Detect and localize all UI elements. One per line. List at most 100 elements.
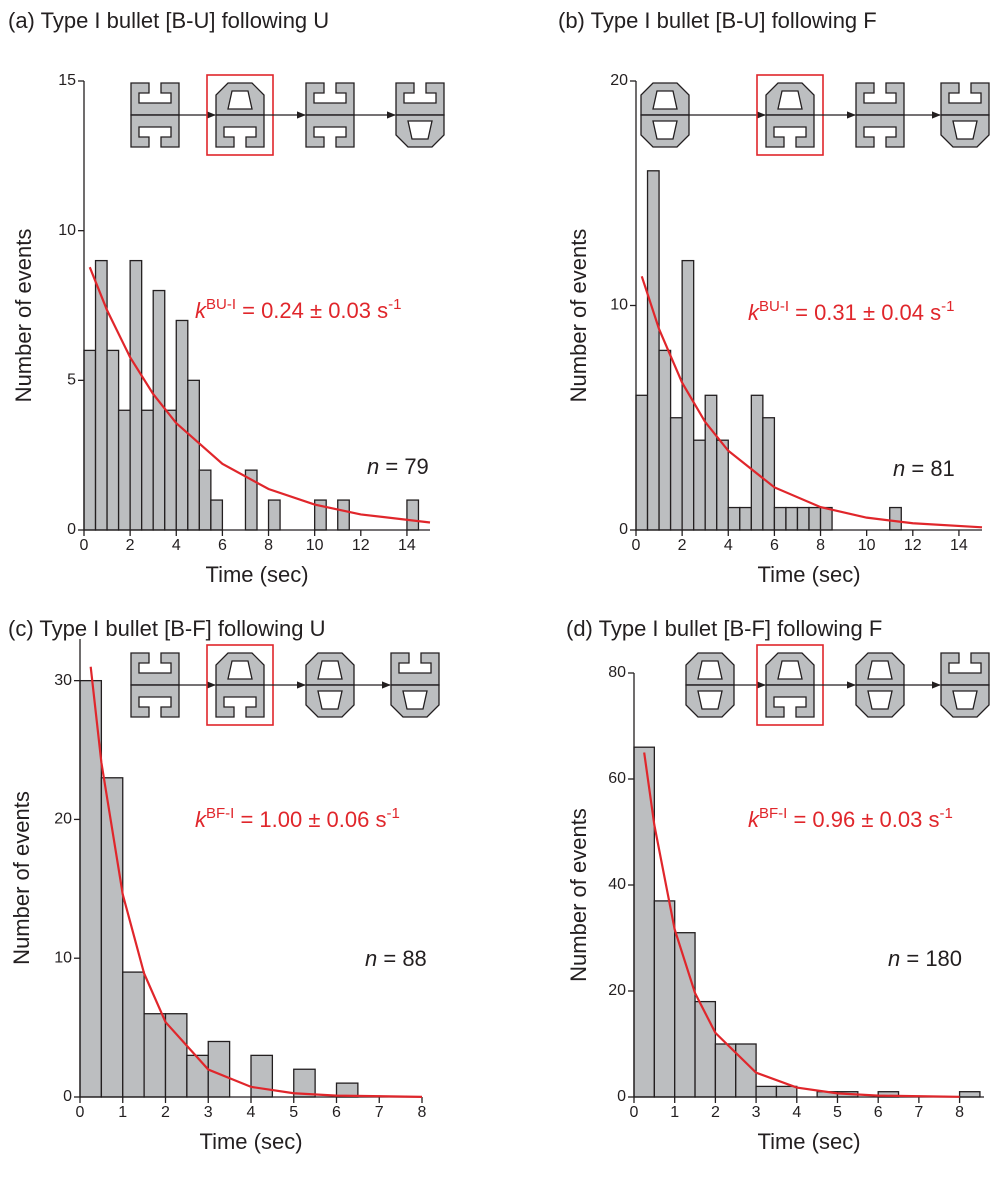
schematic-bottom bbox=[395, 114, 445, 148]
rate-k: k bbox=[195, 807, 207, 832]
n-symbol: n bbox=[893, 456, 905, 481]
y-tick-label: 0 bbox=[617, 1088, 626, 1105]
y-tick-label: 0 bbox=[63, 1088, 72, 1105]
bar bbox=[694, 1000, 717, 1098]
x-tick-label: 8 bbox=[816, 537, 825, 554]
x-tick-label: 8 bbox=[264, 537, 273, 554]
n-symbol: n bbox=[365, 946, 377, 971]
schematic-bottom bbox=[215, 114, 265, 148]
bar bbox=[750, 394, 764, 531]
rate-unit-sup: -1 bbox=[388, 296, 401, 313]
schematic-top bbox=[130, 82, 180, 116]
x-tick-label: 7 bbox=[375, 1104, 384, 1121]
x-tick-label: 2 bbox=[711, 1104, 720, 1121]
panel: (b) Type I bullet [B-U] following F01020… bbox=[558, 8, 990, 587]
x-tick-label: 5 bbox=[289, 1104, 298, 1121]
schematic-top bbox=[640, 82, 690, 116]
bar bbox=[635, 394, 649, 531]
schematic-top bbox=[855, 652, 905, 686]
bar bbox=[337, 499, 350, 531]
panel-title: (c) Type I bullet [B-F] following U bbox=[8, 616, 326, 641]
bar bbox=[773, 506, 787, 531]
schematic-bottom bbox=[305, 684, 355, 718]
bar bbox=[808, 506, 822, 531]
x-tick-label: 8 bbox=[418, 1104, 427, 1121]
schematic-bottom bbox=[940, 684, 990, 718]
schematic-top bbox=[305, 82, 355, 116]
bar bbox=[164, 409, 177, 531]
fit-curve bbox=[88, 266, 431, 524]
x-tick-label: 6 bbox=[874, 1104, 883, 1121]
x-tick-label: 8 bbox=[955, 1104, 964, 1121]
x-tick-label: 0 bbox=[76, 1104, 85, 1121]
rate-sup: BF-I bbox=[759, 805, 787, 822]
n-symbol: n bbox=[888, 946, 900, 971]
bar bbox=[141, 409, 154, 531]
bar bbox=[889, 506, 902, 531]
schematic-top bbox=[940, 652, 990, 686]
n-label: n = 79 bbox=[367, 454, 429, 479]
schematic-bottom bbox=[640, 114, 690, 148]
x-tick-label: 14 bbox=[950, 537, 968, 554]
y-tick-label: 20 bbox=[608, 982, 626, 999]
bar bbox=[796, 506, 810, 531]
bar bbox=[674, 932, 696, 1098]
bar bbox=[785, 506, 799, 531]
rate-unit-sup: -1 bbox=[941, 298, 954, 315]
x-tick-label: 12 bbox=[904, 537, 922, 554]
bar bbox=[704, 394, 718, 531]
x-tick-label: 2 bbox=[126, 537, 135, 554]
n-label: n = 88 bbox=[365, 946, 427, 971]
bar bbox=[267, 499, 281, 531]
rate-k: k bbox=[195, 298, 207, 323]
y-tick-label: 20 bbox=[610, 72, 628, 89]
bar bbox=[958, 1091, 981, 1098]
y-axis-label: Number of events bbox=[566, 808, 591, 982]
x-tick-label: 14 bbox=[398, 537, 416, 554]
x-tick-label: 2 bbox=[161, 1104, 170, 1121]
rate-k: k bbox=[748, 300, 760, 325]
x-tick-label: 4 bbox=[172, 537, 181, 554]
bar bbox=[762, 417, 776, 531]
x-tick-label: 0 bbox=[630, 1104, 639, 1121]
y-tick-label: 20 bbox=[54, 811, 72, 828]
x-axis-label: Time (sec) bbox=[757, 1129, 860, 1154]
y-tick-label: 0 bbox=[67, 521, 76, 538]
fit-curve bbox=[640, 275, 983, 529]
y-axis-label: Number of events bbox=[9, 791, 34, 965]
n-text: = 88 bbox=[377, 946, 427, 971]
rate-label: kBF-I = 1.00 ± 0.06 s-1 bbox=[195, 805, 400, 832]
rate-text: = 0.96 ± 0.03 s bbox=[787, 807, 939, 832]
bar bbox=[106, 349, 120, 531]
y-tick-label: 60 bbox=[608, 770, 626, 787]
rate-label: kBU-I = 0.31 ± 0.04 s-1 bbox=[748, 298, 954, 325]
panel: (d) Type I bullet [B-F] following F02040… bbox=[566, 616, 990, 1154]
panel-title: (d) Type I bullet [B-F] following F bbox=[566, 616, 882, 641]
panel: (a) Type I bullet [B-U] following U 0 5 10 1… bbox=[8, 8, 445, 587]
bar bbox=[187, 379, 200, 531]
x-tick-label: 0 bbox=[80, 537, 89, 554]
x-tick-label: 4 bbox=[247, 1104, 256, 1121]
bar bbox=[198, 469, 212, 531]
schematic-bottom bbox=[130, 114, 180, 148]
n-text: = 180 bbox=[900, 946, 962, 971]
schematic-top bbox=[305, 652, 355, 686]
rate-sup: BF-I bbox=[206, 805, 234, 822]
bar bbox=[727, 506, 741, 531]
fit-curve bbox=[643, 752, 960, 1098]
n-label: n = 180 bbox=[888, 946, 962, 971]
bar bbox=[117, 409, 131, 531]
schematic-top bbox=[855, 82, 905, 116]
bar bbox=[186, 1054, 209, 1098]
x-tick-label: 1 bbox=[670, 1104, 679, 1121]
x-tick-label: 10 bbox=[306, 537, 324, 554]
y-tick-label: 30 bbox=[54, 672, 72, 689]
rate-text: = 0.24 ± 0.03 s bbox=[236, 298, 388, 323]
y-tick-label: 10 bbox=[610, 297, 628, 314]
bar bbox=[646, 170, 660, 531]
rate-k: k bbox=[748, 807, 760, 832]
schematic-top bbox=[765, 82, 815, 116]
rate-unit-sup: -1 bbox=[939, 805, 952, 822]
bar bbox=[714, 1043, 737, 1098]
